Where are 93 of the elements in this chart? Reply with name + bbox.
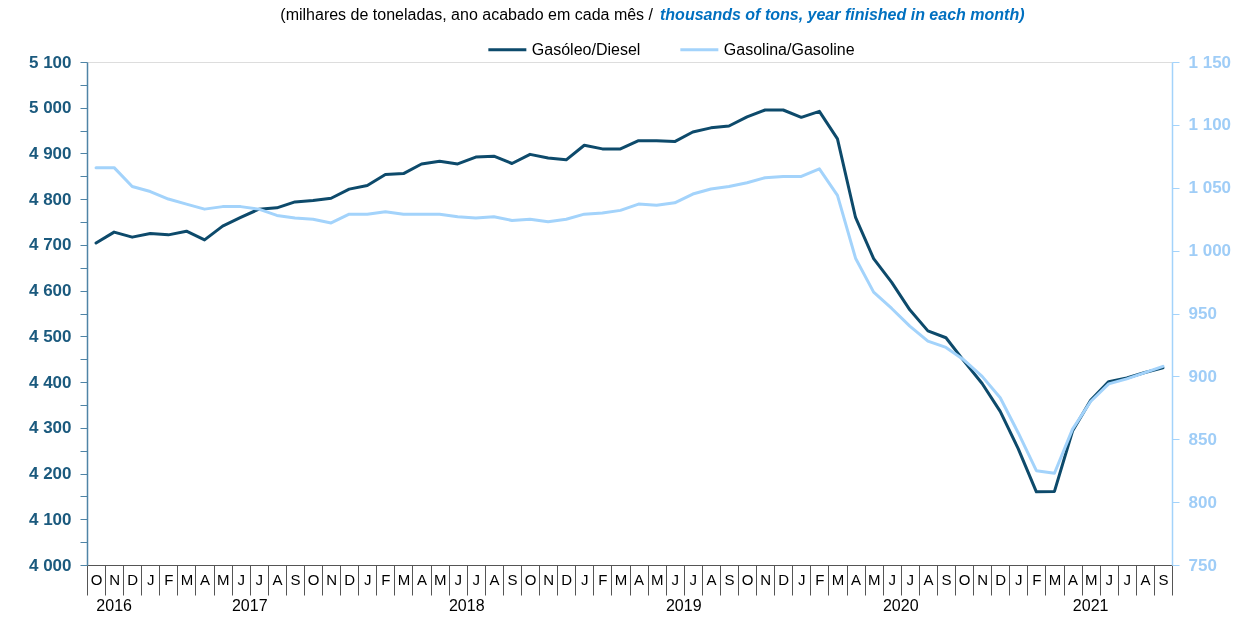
x-tick-label: O: [524, 570, 537, 588]
x-tick-label: N: [977, 570, 989, 588]
x-tick-label: S: [941, 570, 952, 588]
x-tick-label: J: [147, 570, 155, 588]
x-tick-label: S: [724, 570, 735, 588]
x-tick-label: M: [433, 570, 447, 588]
x-tick-label: J: [1015, 570, 1023, 588]
chart-subtitle: thousands of tons, year finished in each month): [660, 6, 1025, 23]
x-tick-label: O: [90, 570, 103, 588]
x-tick-label: J: [888, 570, 896, 588]
x-tick-label: J: [472, 570, 481, 588]
x-tick-label: N: [109, 570, 121, 588]
x-tick-label: J: [255, 570, 264, 588]
legend-label: Gasolina/Gasoline: [723, 40, 855, 58]
x-tick-label: A: [851, 570, 862, 588]
x-tick-label: F: [598, 570, 608, 588]
y2-tick-label: 800: [1188, 492, 1217, 512]
y2-tick-label: 750: [1188, 555, 1217, 575]
x-tick-label: O: [958, 570, 971, 588]
x-tick-label: D: [995, 570, 1007, 588]
x-tick-label: D: [778, 570, 790, 588]
y2-tick-label: 1 100: [1188, 115, 1232, 135]
x-tick-label: J: [671, 570, 679, 588]
x-tick-label: D: [561, 570, 573, 588]
x-tick-label: A: [923, 570, 934, 588]
y-tick-label: 4 700: [28, 235, 72, 255]
x-tick-label: J: [689, 570, 698, 588]
chart-title: (milhares de toneladas, ano acabado em cada mês /: [280, 6, 654, 23]
x-tick-label: F: [164, 570, 174, 588]
y2-tick-label: 950: [1188, 304, 1217, 323]
text: 2021: [1072, 597, 1109, 614]
y-tick-label: 4 800: [28, 189, 72, 209]
x-tick-label: F: [1032, 570, 1042, 588]
x-tick-label: J: [581, 570, 589, 588]
x-tick-label: M: [1084, 570, 1098, 588]
y-tick-label: 4 600: [28, 281, 72, 301]
x-tick-label: A: [1140, 570, 1151, 588]
x-tick-label: J: [454, 570, 462, 588]
x-tick-label: M: [397, 570, 411, 588]
y2-tick-label: 1 000: [1188, 241, 1232, 261]
x-tick-label: J: [906, 570, 915, 588]
x-tick-label: M: [867, 570, 881, 588]
x-tick-label: M: [1048, 570, 1062, 588]
x-tick-label: D: [127, 570, 139, 588]
x-tick-label: A: [634, 570, 645, 588]
x-tick-label: S: [290, 570, 301, 588]
y-tick-label: 5 100: [28, 52, 72, 72]
x-tick-label: O: [741, 570, 754, 588]
x-tick-label: J: [798, 570, 806, 588]
y-tick-label: 4 900: [28, 143, 72, 163]
x-tick-label: A: [200, 570, 211, 588]
x-tick-label: N: [760, 570, 772, 588]
y2-tick-label: 1 150: [1188, 52, 1232, 72]
text: 2016: [96, 597, 133, 614]
x-tick-label: M: [650, 570, 664, 588]
x-tick-label: J: [1123, 570, 1132, 588]
y2-tick-label: 900: [1188, 366, 1217, 386]
x-tick-label: A: [489, 570, 500, 588]
x-tick-label: A: [272, 570, 283, 588]
line-series: [94, 166, 1165, 475]
x-tick-label: S: [1158, 570, 1169, 588]
x-tick-label: A: [1068, 570, 1079, 588]
x-tick-label: F: [815, 570, 825, 588]
y2-tick-label: 1 050: [1188, 178, 1232, 198]
x-tick-label: M: [831, 570, 845, 588]
x-tick-label: A: [706, 570, 717, 588]
text: 2018: [448, 597, 485, 614]
x-tick-label: J: [237, 570, 245, 588]
x-tick-label: J: [364, 570, 372, 588]
x-tick-label: M: [614, 570, 628, 588]
x-tick-label: N: [326, 570, 338, 588]
text: 2019: [665, 597, 702, 614]
x-tick-label: S: [507, 570, 518, 588]
x-tick-label: D: [344, 570, 356, 588]
y-tick-label: 5 000: [28, 98, 72, 118]
x-tick-label: N: [543, 570, 555, 588]
x-tick-label: A: [417, 570, 428, 588]
line-series: [94, 108, 1165, 494]
y-tick-label: 4 200: [28, 464, 72, 484]
x-tick-label: F: [381, 570, 391, 588]
y-tick-label: 4 500: [28, 326, 72, 346]
y-tick-label: 4 400: [28, 372, 72, 392]
y-tick-label: 4 300: [28, 418, 72, 438]
x-tick-label: M: [216, 570, 230, 588]
y2-tick-label: 850: [1188, 429, 1217, 449]
x-tick-label: J: [1105, 570, 1113, 588]
text: 2020: [882, 597, 919, 614]
y-tick-label: 4 100: [28, 509, 72, 529]
y-tick-label: 4 000: [28, 555, 72, 575]
x-tick-label: O: [307, 570, 320, 588]
text: 2017: [231, 597, 268, 614]
x-tick-label: M: [180, 570, 194, 588]
legend-label: Gasóleo/Diesel: [531, 40, 641, 58]
